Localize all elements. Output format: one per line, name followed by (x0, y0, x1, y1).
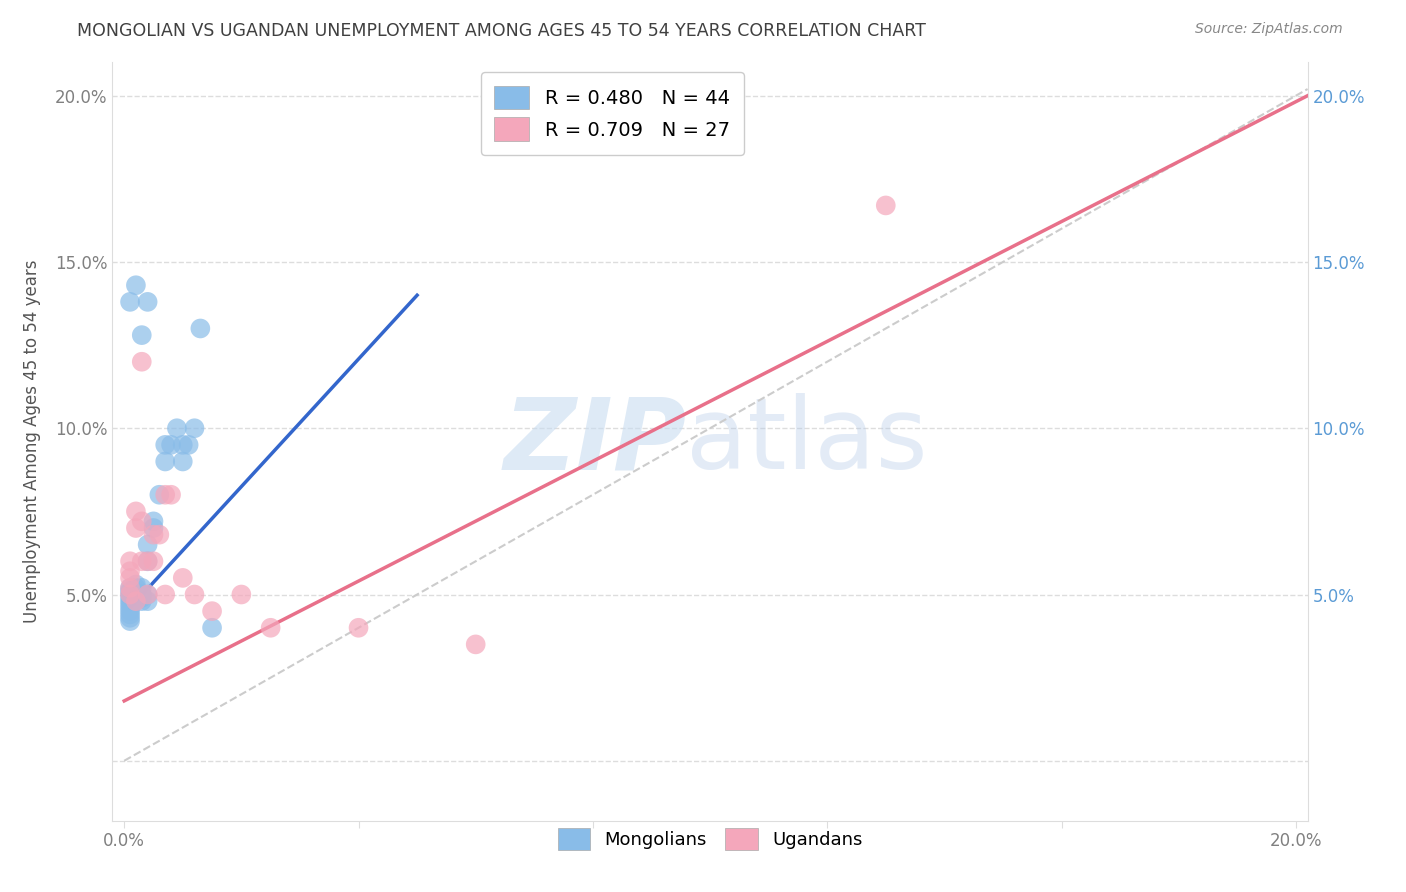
Point (120, 581, 141, 595)
Point (131, 355, 153, 369)
Point (120, 581, 141, 595)
Point (142, 514, 165, 528)
Point (201, 604, 224, 618)
Point (136, 554, 159, 568)
Point (120, 594, 141, 608)
Point (131, 587, 153, 601)
Point (125, 587, 148, 601)
Point (136, 538, 159, 552)
Point (260, 621, 283, 635)
Point (172, 438, 194, 452)
Point (120, 554, 141, 568)
Point (201, 621, 224, 635)
Point (183, 421, 205, 435)
Point (120, 587, 141, 601)
Point (120, 604, 141, 618)
Point (142, 527, 165, 541)
Point (172, 454, 194, 468)
Point (464, 637, 486, 651)
Point (131, 591, 153, 605)
Point (125, 587, 148, 601)
Point (125, 278, 148, 293)
Point (120, 294, 141, 309)
Y-axis label: Unemployment Among Ages 45 to 54 years: Unemployment Among Ages 45 to 54 years (24, 260, 41, 624)
Point (131, 554, 153, 568)
Point (136, 587, 159, 601)
Point (142, 521, 165, 535)
Point (160, 438, 183, 452)
Point (120, 571, 141, 585)
Point (148, 488, 170, 502)
Point (131, 587, 153, 601)
Point (125, 504, 148, 518)
Text: atlas: atlas (686, 393, 928, 490)
Point (125, 521, 148, 535)
Point (125, 594, 148, 608)
Text: Source: ZipAtlas.com: Source: ZipAtlas.com (1195, 22, 1343, 37)
Point (136, 594, 159, 608)
Point (125, 594, 148, 608)
Point (155, 488, 177, 502)
Point (120, 611, 141, 625)
Point (155, 454, 177, 468)
Point (131, 328, 153, 343)
Point (875, 198, 897, 212)
Point (120, 600, 141, 615)
Point (125, 591, 148, 605)
Point (347, 621, 370, 635)
Point (120, 614, 141, 628)
Legend: Mongolians, Ugandans: Mongolians, Ugandans (551, 821, 869, 857)
Point (177, 438, 200, 452)
Point (155, 587, 177, 601)
Point (125, 577, 148, 591)
Point (120, 584, 141, 599)
Point (160, 488, 183, 502)
Point (125, 587, 148, 601)
Point (148, 527, 170, 541)
Point (231, 587, 253, 601)
Point (120, 607, 141, 622)
Point (136, 554, 159, 568)
Point (172, 571, 194, 585)
Text: ZIP: ZIP (503, 393, 686, 490)
Point (183, 587, 205, 601)
Text: MONGOLIAN VS UGANDAN UNEMPLOYMENT AMONG AGES 45 TO 54 YEARS CORRELATION CHART: MONGOLIAN VS UGANDAN UNEMPLOYMENT AMONG … (77, 22, 927, 40)
Point (166, 421, 188, 435)
Point (131, 594, 153, 608)
Point (131, 514, 153, 528)
Point (120, 591, 141, 605)
Point (136, 294, 159, 309)
Point (120, 564, 141, 578)
Point (155, 438, 177, 452)
Point (125, 581, 148, 595)
Point (120, 587, 141, 601)
Point (136, 587, 159, 601)
Point (188, 321, 212, 335)
Point (142, 554, 165, 568)
Point (120, 598, 141, 612)
Point (131, 581, 153, 595)
